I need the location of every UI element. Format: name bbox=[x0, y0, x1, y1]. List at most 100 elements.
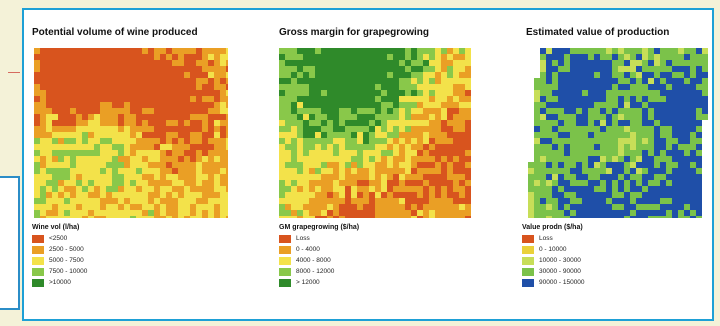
map-cell bbox=[546, 138, 552, 144]
map-cell bbox=[447, 108, 453, 114]
map-cell bbox=[154, 54, 160, 60]
map-cell bbox=[423, 204, 429, 210]
map-cell bbox=[94, 132, 100, 138]
map-cell bbox=[220, 210, 226, 216]
map-cell bbox=[112, 126, 118, 132]
map-cell bbox=[375, 126, 381, 132]
map-cell bbox=[154, 150, 160, 156]
legend-label: 10000 - 30000 bbox=[539, 257, 581, 264]
map-cell bbox=[564, 84, 570, 90]
map-cell bbox=[178, 72, 184, 78]
map-cell bbox=[130, 198, 136, 204]
map-cell bbox=[94, 168, 100, 174]
map-cell bbox=[636, 72, 642, 78]
map-cell bbox=[636, 96, 642, 102]
map-cell bbox=[82, 150, 88, 156]
map-cell bbox=[435, 66, 441, 72]
map-cell bbox=[624, 174, 630, 180]
map-cell bbox=[660, 78, 666, 84]
map-cell bbox=[435, 60, 441, 66]
map-cell bbox=[309, 54, 315, 60]
map-cell bbox=[582, 144, 588, 150]
map-cell bbox=[600, 78, 606, 84]
map-cell bbox=[64, 180, 70, 186]
map-cell bbox=[624, 96, 630, 102]
map-cell bbox=[357, 102, 363, 108]
map-cell bbox=[327, 156, 333, 162]
map-cell bbox=[124, 132, 130, 138]
map-cell bbox=[178, 84, 184, 90]
map-cell bbox=[303, 144, 309, 150]
map-cell bbox=[100, 192, 106, 198]
map-cell bbox=[540, 114, 546, 120]
map-cell bbox=[435, 156, 441, 162]
map-cell bbox=[160, 90, 166, 96]
map-cell bbox=[381, 78, 387, 84]
map-cell bbox=[393, 48, 399, 54]
map-cell bbox=[546, 156, 552, 162]
map-cell bbox=[291, 210, 297, 216]
map-cell bbox=[696, 102, 702, 108]
map-cell bbox=[465, 162, 471, 168]
map-cell bbox=[208, 198, 214, 204]
map-cell bbox=[70, 144, 76, 150]
map-cell bbox=[459, 84, 465, 90]
map-cell bbox=[333, 198, 339, 204]
map-cell bbox=[459, 72, 465, 78]
map-cell bbox=[618, 96, 624, 102]
map-cell bbox=[333, 180, 339, 186]
map-cell bbox=[423, 108, 429, 114]
map-cell bbox=[202, 204, 208, 210]
map-cell bbox=[351, 144, 357, 150]
map-cell bbox=[178, 114, 184, 120]
map-cell bbox=[136, 186, 142, 192]
map-cell bbox=[58, 126, 64, 132]
map-cell bbox=[672, 72, 678, 78]
map-cell bbox=[321, 198, 327, 204]
map-cell bbox=[291, 174, 297, 180]
map-cell bbox=[696, 156, 702, 162]
map-cell bbox=[46, 66, 52, 72]
map-cell bbox=[558, 90, 564, 96]
map-cell bbox=[196, 198, 202, 204]
map-cell bbox=[612, 204, 618, 210]
map-cell bbox=[82, 66, 88, 72]
map-cell bbox=[696, 216, 702, 218]
map-cell bbox=[405, 198, 411, 204]
map-cell bbox=[154, 162, 160, 168]
map-cell bbox=[606, 102, 612, 108]
map-cell bbox=[381, 156, 387, 162]
map-cell bbox=[303, 90, 309, 96]
map-cell bbox=[303, 66, 309, 72]
map-cell bbox=[142, 60, 148, 66]
map-cell bbox=[465, 96, 471, 102]
map-cell bbox=[642, 72, 648, 78]
map-cell bbox=[226, 90, 228, 96]
map-cell bbox=[142, 54, 148, 60]
map-cell bbox=[570, 48, 576, 54]
map-cell bbox=[423, 90, 429, 96]
map-cell bbox=[405, 162, 411, 168]
map-cell bbox=[34, 204, 40, 210]
map-cell bbox=[666, 54, 672, 60]
map-cell bbox=[654, 156, 660, 162]
map-cell bbox=[220, 96, 226, 102]
map-cell bbox=[148, 192, 154, 198]
map-cell bbox=[690, 204, 696, 210]
map-cell bbox=[636, 132, 642, 138]
raster-map bbox=[279, 48, 471, 218]
map-cell bbox=[160, 180, 166, 186]
map-cell bbox=[552, 78, 558, 84]
map-cell bbox=[285, 132, 291, 138]
map-cell bbox=[696, 108, 702, 114]
map-cell bbox=[417, 192, 423, 198]
map-cell bbox=[184, 132, 190, 138]
map-cell bbox=[666, 90, 672, 96]
map-cell bbox=[58, 192, 64, 198]
map-cell bbox=[375, 66, 381, 72]
map-cell bbox=[447, 48, 453, 54]
map-cell bbox=[52, 126, 58, 132]
map-cell bbox=[178, 174, 184, 180]
map-cell bbox=[94, 150, 100, 156]
map-cell bbox=[345, 144, 351, 150]
